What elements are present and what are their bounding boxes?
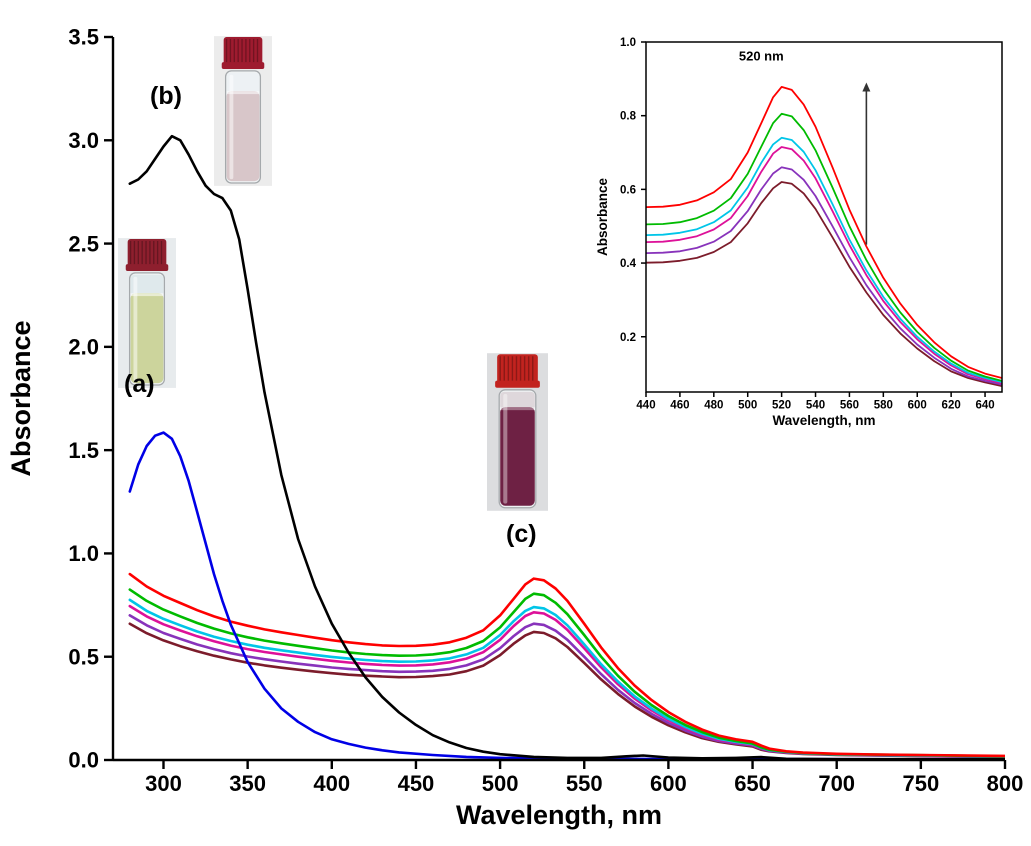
main-chart: 300 350 400 450 500 550 600 650 700 750 800 0.0 0.5 1… <box>6 25 1023 830</box>
x-tick-label: 600 <box>650 771 687 796</box>
x-tick-label: 620 <box>942 400 961 412</box>
vial-headspace <box>226 72 260 95</box>
y-tick-label: 1.0 <box>68 541 99 566</box>
x-axis-title: Wavelength, nm <box>456 800 662 830</box>
x-tick-label: 650 <box>734 771 771 796</box>
x-axis-title: Wavelength, nm <box>772 413 875 428</box>
vial-cap-ridges-icon <box>225 38 259 64</box>
x-tick-label: 800 <box>987 771 1024 796</box>
x-tick-label: 700 <box>818 771 855 796</box>
y-axis-title: Absorbance <box>6 320 36 476</box>
vial-cap-skirt <box>495 380 540 388</box>
label-curve-b: (b) <box>150 82 182 110</box>
series-wine <box>128 622 1005 759</box>
label-curve-a: (a) <box>124 370 155 398</box>
x-tick-label: 480 <box>704 400 723 412</box>
vial-headspace <box>500 391 535 411</box>
x-tick-label: 580 <box>874 400 893 412</box>
vial-meniscus <box>130 293 164 297</box>
y-tick-label: 1.5 <box>68 438 99 463</box>
inset-chart: 440 460 480 500 520 540 560 580 600 620 640 0.2 0.4 0… <box>595 37 1003 428</box>
vial-cap <box>497 354 538 385</box>
vial-cap-skirt <box>221 62 265 69</box>
series-violet <box>646 166 1002 386</box>
series-cyan <box>128 598 1005 758</box>
y-tick-label: 0.6 <box>620 184 636 196</box>
series-red <box>128 572 1005 758</box>
series-red <box>646 86 1002 380</box>
y-tick-label: 2.0 <box>68 335 99 360</box>
series-violet <box>128 614 1005 759</box>
y-tick-label: 2.5 <box>68 231 99 256</box>
vial-a-graphic <box>118 238 176 388</box>
plot-background <box>646 42 1002 392</box>
y-tick-label: 3.0 <box>68 128 99 153</box>
x-tick-label: 350 <box>229 771 266 796</box>
series-magenta <box>646 146 1002 385</box>
series-green <box>128 588 1005 758</box>
x-tick-label: 560 <box>840 400 859 412</box>
vial-cap <box>223 37 263 67</box>
x-tick-label: 300 <box>145 771 182 796</box>
x-tick-label: 400 <box>313 771 350 796</box>
vial-photo-c <box>487 352 548 512</box>
vial-liquid <box>500 407 535 506</box>
x-tick-label: 500 <box>738 400 757 412</box>
peak-annotation: 520 nm <box>739 48 784 63</box>
vial-photo-a <box>118 238 176 388</box>
plot-frame <box>645 41 1003 393</box>
label-curve-c: (c) <box>506 520 537 548</box>
y-tick-label: 0.8 <box>620 111 637 123</box>
x-tick-label: 440 <box>636 400 655 412</box>
vial-meniscus <box>226 91 260 95</box>
x-tick-label: 640 <box>975 400 994 412</box>
y-tick-label: 0.2 <box>620 332 636 344</box>
x-tick-label: 520 <box>772 400 791 412</box>
x-tick-label: 460 <box>670 400 689 412</box>
vial-meniscus <box>500 407 535 411</box>
series-precursor-black <box>128 134 1005 760</box>
vial-highlight <box>133 276 138 382</box>
vial-highlight <box>503 393 508 504</box>
x-tick-label: 600 <box>908 400 927 412</box>
series-green <box>646 112 1002 383</box>
vial-liquid <box>226 91 260 182</box>
x-tick-label: 540 <box>806 400 825 412</box>
vial-cap <box>127 239 167 269</box>
x-tick-label: 550 <box>566 771 603 796</box>
y-tick-label: 1.0 <box>620 37 636 49</box>
series-extract-blue <box>128 431 1005 760</box>
x-tick-label: 450 <box>398 771 435 796</box>
vial-b-graphic <box>214 36 272 186</box>
vial-cap-ridges-icon <box>499 356 534 382</box>
series-cyan <box>646 136 1002 384</box>
x-tick-label: 750 <box>902 771 939 796</box>
y-tick-label: 0.4 <box>620 258 637 270</box>
y-tick-label: 0.5 <box>68 644 99 669</box>
y-axis-title: Absorbance <box>595 178 610 257</box>
vial-cap-ridges-icon <box>129 240 163 266</box>
vial-photo-b <box>214 36 272 186</box>
vial-c-graphic <box>487 353 548 511</box>
vial-headspace <box>130 274 164 297</box>
vial-highlight <box>229 74 234 180</box>
y-tick-label: 0.0 <box>68 748 99 773</box>
vial-liquid <box>130 293 164 384</box>
series-wine <box>646 181 1002 388</box>
up-arrow-head-icon <box>862 82 871 92</box>
x-tick-label: 500 <box>482 771 519 796</box>
y-tick-label: 3.5 <box>68 25 99 50</box>
vial-cap-skirt <box>125 264 169 271</box>
